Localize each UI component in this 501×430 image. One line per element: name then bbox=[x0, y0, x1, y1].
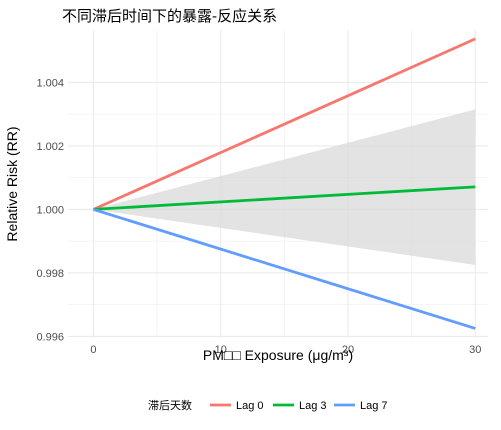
y-axis-title: Relative Risk (RR) bbox=[4, 126, 20, 241]
legend-label: Lag 0 bbox=[236, 400, 264, 412]
legend-label: Lag 3 bbox=[299, 400, 327, 412]
y-tick-label: 0.996 bbox=[36, 331, 64, 343]
series-line-lag-3 bbox=[93, 185, 476, 211]
x-tick-label: 0 bbox=[90, 344, 96, 356]
y-tick-label: 1.000 bbox=[36, 204, 64, 216]
x-axis-title: PM□□ Exposure (μg/m³) bbox=[203, 347, 353, 363]
legend-label: Lag 7 bbox=[360, 400, 388, 412]
x-tick-label: 10 bbox=[215, 344, 227, 356]
confidence-band-layer bbox=[93, 109, 476, 265]
x-axis-ticks: 0 10 20 30 bbox=[90, 344, 481, 356]
series-line-lag-0 bbox=[92, 37, 476, 211]
series-line-lag-7 bbox=[93, 208, 476, 330]
x-tick-label: 30 bbox=[469, 344, 481, 356]
legend: 滞后天数 Lag 0 Lag 3 Lag 7 bbox=[148, 399, 388, 412]
legend-items: Lag 0 Lag 3 Lag 7 bbox=[210, 400, 388, 412]
y-tick-label: 0.998 bbox=[36, 268, 64, 280]
y-tick-label: 1.004 bbox=[36, 77, 64, 89]
chart-title: 不同滞后时间下的暴露-反应关系 bbox=[62, 7, 277, 25]
series-lines bbox=[92, 37, 476, 330]
y-tick-label: 1.002 bbox=[36, 141, 64, 153]
confidence-band bbox=[93, 109, 476, 265]
y-axis-ticks: 0.996 0.998 1.000 1.002 1.004 bbox=[36, 77, 64, 343]
legend-title: 滞后天数 bbox=[148, 399, 192, 412]
x-tick-label: 20 bbox=[342, 344, 354, 356]
